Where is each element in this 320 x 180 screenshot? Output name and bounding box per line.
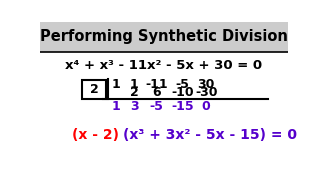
Text: 6: 6 [152, 86, 161, 99]
FancyBboxPatch shape [82, 80, 106, 98]
Bar [40, 22, 288, 52]
Text: 1: 1 [111, 100, 120, 113]
Text: -5: -5 [150, 100, 164, 113]
Text: 2: 2 [90, 83, 99, 96]
Text: 2: 2 [130, 86, 139, 99]
Text: 0: 0 [202, 100, 211, 113]
Text: -10: -10 [171, 86, 194, 99]
Text: Performing Synthetic Division: Performing Synthetic Division [40, 29, 288, 44]
Text: 1: 1 [111, 78, 120, 91]
Text: (x³ + 3x² - 5x - 15) = 0: (x³ + 3x² - 5x - 15) = 0 [123, 128, 297, 142]
Text: 3: 3 [130, 100, 139, 113]
Text: -5: -5 [176, 78, 189, 91]
Text: 1: 1 [130, 78, 139, 91]
Text: (x - 2): (x - 2) [72, 128, 119, 142]
Text: 30: 30 [197, 78, 215, 91]
Text: -15: -15 [171, 100, 194, 113]
Text: x⁴ + x³ - 11x² - 5x + 30 = 0: x⁴ + x³ - 11x² - 5x + 30 = 0 [65, 59, 263, 73]
Text: -30: -30 [195, 86, 217, 99]
Text: -11: -11 [145, 78, 168, 91]
